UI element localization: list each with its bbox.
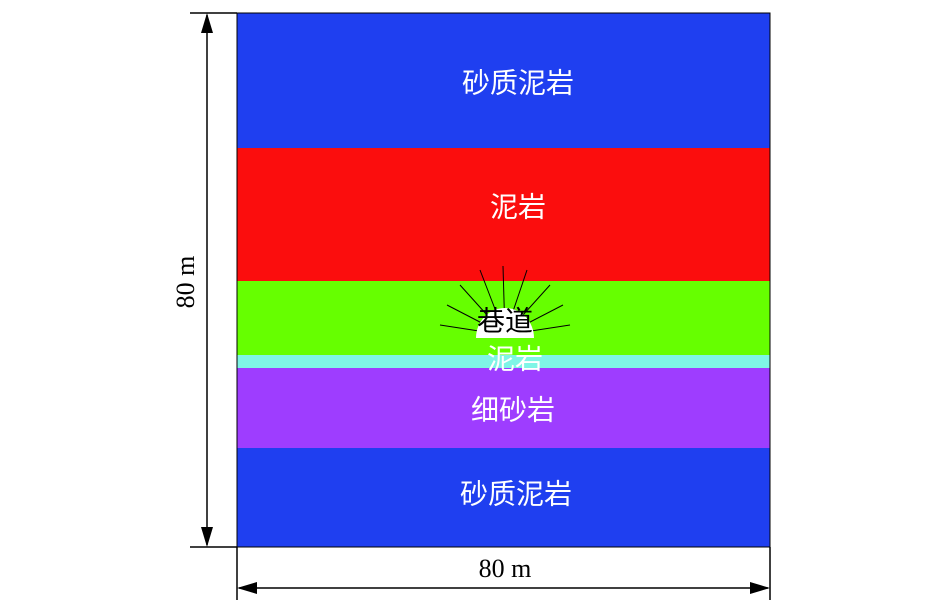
dimension-height: 80 m — [171, 12, 237, 548]
layer-label: 砂质泥岩 — [460, 478, 572, 510]
roadway-label: 巷道 — [477, 305, 533, 337]
arrowhead — [750, 582, 770, 594]
layer-sandy-mudstone-bottom — [237, 448, 770, 547]
dimension-width: 80 m — [236, 547, 771, 600]
width-label: 80 m — [479, 554, 532, 583]
arrowhead — [201, 13, 213, 33]
height-label: 80 m — [171, 256, 200, 309]
strata — [236, 12, 771, 548]
layer-label: 泥岩 — [487, 343, 543, 375]
layer-label: 泥岩 — [490, 191, 546, 223]
layer-label: 细砂岩 — [471, 394, 555, 426]
layer-mudstone — [237, 148, 770, 281]
layer-thin-mudstone — [237, 355, 770, 368]
layer-label: 砂质泥岩 — [462, 67, 574, 99]
layer-fine-sandstone — [237, 368, 770, 448]
roadway-bolts — [439, 265, 571, 338]
model-border — [236, 12, 771, 548]
layer-sandy-mudstone-top — [237, 13, 770, 148]
arrowhead — [237, 582, 257, 594]
arrowhead — [201, 527, 213, 547]
roadway-section — [476, 308, 534, 338]
